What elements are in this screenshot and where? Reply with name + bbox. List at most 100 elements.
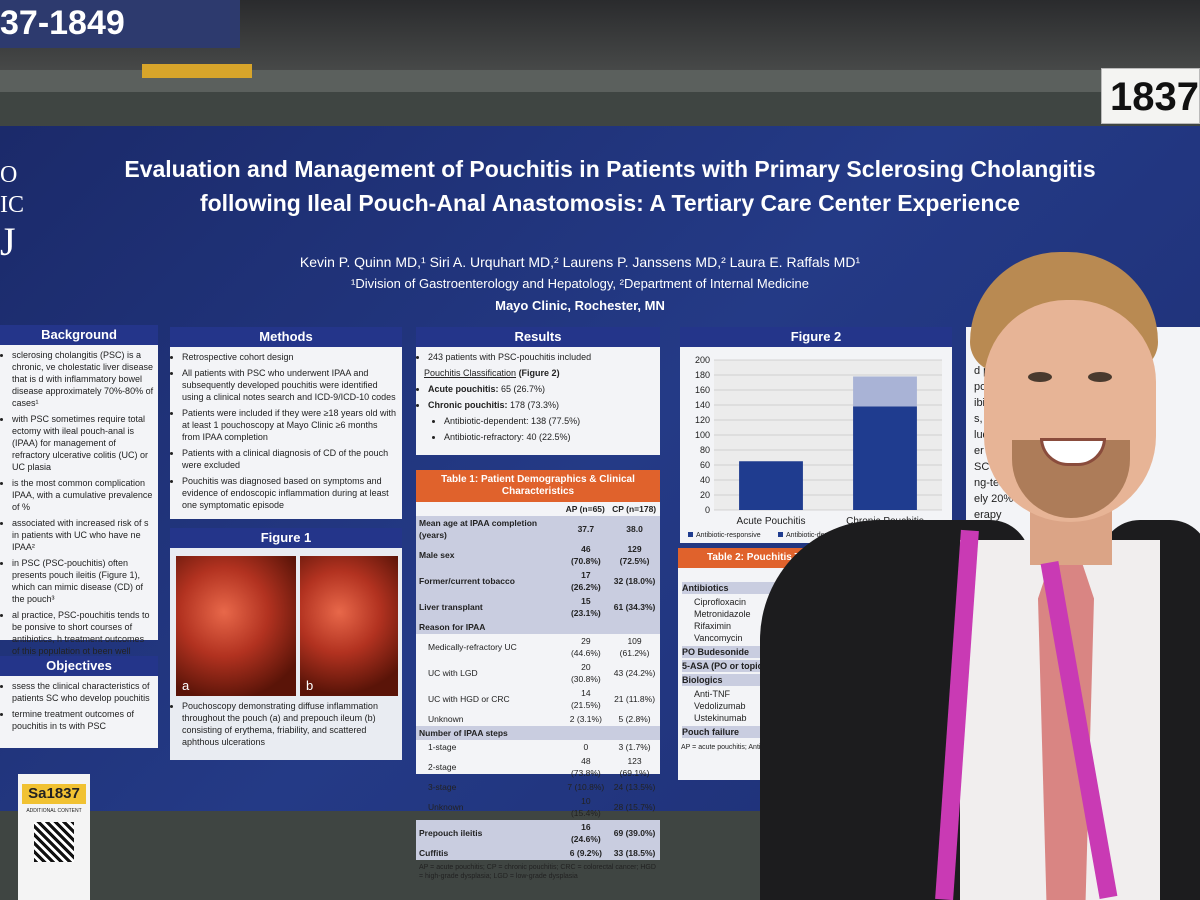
table-row: UC with HGD or CRC 14 (21.5%) 21 (11.8%) <box>416 686 660 712</box>
cp-value: 33 (18.5%) <box>609 846 660 860</box>
cp-value <box>609 620 660 634</box>
table-row: Unknown 2 (3.1%) 5 (2.8%) <box>416 712 660 726</box>
cp-value: 69 (39.0%) <box>609 820 660 846</box>
table-row: Unknown 10 (15.4%) 28 (15.7%) <box>416 794 660 820</box>
cp-value: 123 (69.1%) <box>619 756 650 778</box>
acute-line: Acute pouchitis: 65 (26.7%) <box>428 383 656 395</box>
ap-value: 14 (21.5%) <box>570 688 601 710</box>
table-row: 2-stage 48 (73.8%) 123 (69.1%) <box>416 754 660 780</box>
row-label: Unknown <box>428 802 464 812</box>
figure2-heading: Figure 2 <box>680 327 952 347</box>
y-tick-label: 160 <box>695 385 710 395</box>
col-cp-header: CP (n=178) <box>612 504 657 514</box>
table-row: UC with LGD 20 (30.8%) 43 (24.2%) <box>416 660 660 686</box>
table2-item-label: Ustekinumab <box>694 713 747 723</box>
background-heading: Background <box>0 325 158 345</box>
table2-row: Ustekinumab <box>682 712 864 724</box>
table-row: Number of IPAA steps <box>416 726 660 740</box>
chronic-value: 178 (73.3%) <box>510 400 560 410</box>
ap-value: 16 (24.6%) <box>562 820 610 846</box>
row-label: 1-stage <box>428 742 457 752</box>
background-item: in PSC (PSC-pouchitis) often presents po… <box>12 557 154 605</box>
antibiotic-dependent-line: Antibiotic-dependent: 138 (77.5%) <box>444 415 656 427</box>
legend-swatch <box>688 532 693 537</box>
background-item: is the most common complication IPAA, wi… <box>12 477 154 513</box>
bar <box>853 406 917 510</box>
figure1-panel: Figure 1 a b Pouchoscopy demonstrating d… <box>170 528 402 760</box>
table-row: Male sex 46 (70.8%) 129 (72.5%) <box>416 542 660 568</box>
row-label: Former/current tobacco <box>416 568 563 594</box>
table-row: 1-stage 0 3 (1.7%) <box>416 740 660 754</box>
methods-item: Patients were included if they were ≥18 … <box>182 407 398 443</box>
image-b-label: b <box>306 678 314 693</box>
y-tick-label: 60 <box>700 460 710 470</box>
background-panel: Background sclerosing cholangitis (PSC) … <box>0 325 158 668</box>
results-panel: Results 243 patients with PSC-pouchitis … <box>416 327 660 455</box>
row-label: UC with LGD <box>428 668 478 678</box>
methods-item: Pouchitis was diagnosed based on symptom… <box>182 475 398 511</box>
table-row: 3-stage 7 (10.8%) 24 (13.5%) <box>416 780 660 794</box>
row-label: 3-stage <box>428 782 457 792</box>
objective-item: ssess the clinical characteristics of pa… <box>12 680 154 704</box>
row-label: Number of IPAA steps <box>416 726 563 740</box>
table1-footnote: AP = acute pouchitis; CP = chronic pouch… <box>419 864 656 880</box>
results-item: 243 patients with PSC-pouchitis included <box>428 351 656 363</box>
ap-value: 2 (3.1%) <box>569 714 602 724</box>
antibiotic-refractory-line: Antibiotic-refractory: 40 (22.5%) <box>444 431 656 443</box>
ap-value: 20 (30.8%) <box>570 662 601 684</box>
legend-swatch <box>778 532 783 537</box>
board-number-card: 1837 <box>1101 68 1200 124</box>
y-tick-label: 40 <box>700 475 710 485</box>
row-label: Liver transplant <box>416 594 563 620</box>
demographics-table: AP (n=65) CP (n=178) Mean age at IPAA co… <box>416 502 660 860</box>
classification-ref: (Figure 2) <box>518 368 560 378</box>
pouchoscopy-image-a: a <box>176 556 296 696</box>
table-row: Medically-refractory UC 29 (44.6%) 109 (61… <box>416 634 660 660</box>
y-tick-label: 200 <box>695 355 710 365</box>
poster-affiliations: ¹Division of Gastroenterology and Hepato… <box>351 276 809 291</box>
table-row: Liver transplant 15 (23.1%) 61 (34.3%) <box>416 594 660 620</box>
table-row: Reason for IPAA <box>416 620 660 634</box>
objective-item: termine treatment outcomes of pouchitis … <box>12 708 154 732</box>
table-row: Cuffitis 6 (9.2%) 33 (18.5%) <box>416 846 660 860</box>
person-eye <box>1088 372 1112 382</box>
background-item: with PSC sometimes require total ectomy … <box>12 413 154 473</box>
ap-value <box>562 620 610 634</box>
table2-item-label: Metronidazole <box>694 609 751 619</box>
table2-row: Anti-TNF <box>682 688 864 700</box>
qr-code-icon <box>34 822 74 862</box>
y-tick-label: 100 <box>695 430 710 440</box>
y-tick-label: 0 <box>705 505 710 515</box>
cp-value: 129 (72.5%) <box>609 542 660 568</box>
background-item: associated with increased risk of s in p… <box>12 517 154 553</box>
y-tick-label: 120 <box>695 415 710 425</box>
ap-value: 6 (9.2%) <box>562 846 610 860</box>
figure1-caption: Pouchoscopy demonstrating diffuse inflam… <box>182 700 398 748</box>
cp-value: 28 (15.7%) <box>613 802 656 812</box>
sticker-label: ADDITIONAL CONTENT <box>26 808 82 814</box>
ap-value: 17 (26.2%) <box>562 568 610 594</box>
methods-heading: Methods <box>170 327 402 347</box>
poster-sticker: Sa1837 ADDITIONAL CONTENT <box>18 774 90 900</box>
bar <box>853 376 917 407</box>
logo-letter: IC <box>0 192 24 218</box>
table2-item-label: Vedolizumab <box>694 701 746 711</box>
ap-value: 37.7 <box>562 516 610 542</box>
acute-label: Acute pouchitis: <box>428 384 499 394</box>
y-tick-label: 140 <box>695 400 710 410</box>
board-rail <box>0 70 1200 92</box>
row-label: 2-stage <box>428 762 457 772</box>
legend-label: Antibiotic-dependent <box>786 532 850 539</box>
table-row: Prepouch ileitis 16 (24.6%) 69 (39.0%) <box>416 820 660 846</box>
results-heading: Results <box>416 327 660 347</box>
col-ap-header: AP (n=65) <box>565 504 605 514</box>
row-label: Prepouch ileitis <box>416 820 563 846</box>
chronic-label: Chronic pouchitis: <box>428 400 508 410</box>
ap-value: 10 (15.4%) <box>570 796 601 818</box>
cp-value: 32 (18.0%) <box>609 568 660 594</box>
booth-range-sign: 37-1849 <box>0 0 240 48</box>
row-label: Cuffitis <box>416 846 563 860</box>
table2-item-label: Anti-TNF <box>694 689 730 699</box>
legend-label: Antibiotic-responsive <box>696 532 761 539</box>
table-row: Former/current tobacco 17 (26.2%) 32 (18.0… <box>416 568 660 594</box>
